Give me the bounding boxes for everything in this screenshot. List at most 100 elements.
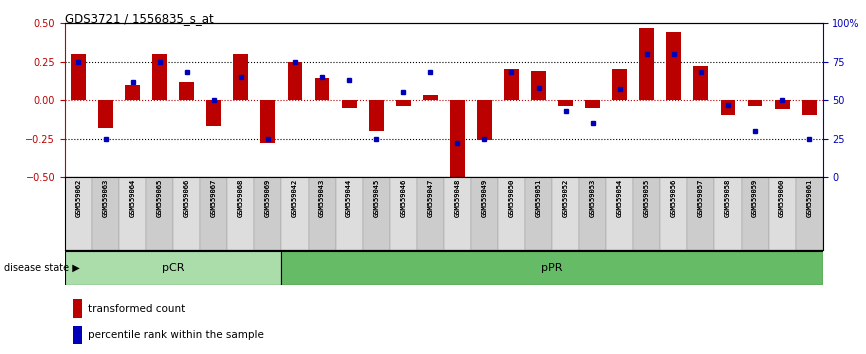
Text: GSM559046: GSM559046: [400, 178, 406, 217]
Text: GSM559053: GSM559053: [590, 178, 596, 217]
Text: GSM559059: GSM559059: [752, 178, 758, 217]
Bar: [504, 69, 519, 100]
Bar: [694, 66, 708, 100]
Bar: [579, 177, 606, 250]
Text: GSM559056: GSM559056: [671, 178, 677, 217]
Bar: [450, 100, 465, 177]
Bar: [417, 177, 443, 250]
Bar: [396, 100, 410, 106]
Text: GSM559065: GSM559065: [157, 178, 163, 217]
Text: GSM559065: GSM559065: [157, 178, 163, 217]
Text: GSM559062: GSM559062: [75, 178, 81, 217]
Bar: [390, 177, 417, 250]
Bar: [667, 32, 682, 100]
Text: GSM559059: GSM559059: [752, 178, 758, 217]
Text: GSM559055: GSM559055: [643, 178, 650, 217]
Bar: [553, 177, 579, 250]
Text: GSM559055: GSM559055: [643, 178, 650, 217]
Text: GSM559058: GSM559058: [725, 178, 731, 217]
Text: GSM559061: GSM559061: [806, 178, 812, 217]
Text: GSM559046: GSM559046: [400, 178, 406, 217]
Bar: [768, 177, 796, 250]
Text: transformed count: transformed count: [87, 304, 185, 314]
Bar: [525, 177, 553, 250]
Text: pPR: pPR: [541, 263, 563, 273]
Bar: [747, 100, 762, 106]
Text: GSM559061: GSM559061: [806, 178, 812, 217]
Text: GSM559067: GSM559067: [210, 178, 216, 217]
Text: disease state ▶: disease state ▶: [4, 263, 80, 273]
Text: GSM559062: GSM559062: [75, 178, 81, 217]
Text: GSM559069: GSM559069: [265, 178, 271, 217]
Text: GSM559054: GSM559054: [617, 178, 623, 217]
Bar: [660, 177, 688, 250]
Text: GSM559044: GSM559044: [346, 178, 352, 217]
Text: GSM559063: GSM559063: [102, 178, 108, 217]
Bar: [288, 62, 302, 100]
Bar: [281, 251, 823, 285]
Text: GSM559042: GSM559042: [292, 178, 298, 217]
Text: GSM559043: GSM559043: [319, 178, 325, 217]
Text: GSM559068: GSM559068: [238, 178, 244, 217]
Text: GSM559050: GSM559050: [508, 178, 514, 217]
Text: GSM559060: GSM559060: [779, 178, 785, 217]
Bar: [714, 177, 741, 250]
Text: GSM559052: GSM559052: [563, 178, 569, 217]
Bar: [126, 85, 140, 100]
Bar: [308, 177, 335, 250]
Bar: [73, 326, 82, 344]
Bar: [633, 177, 660, 250]
Bar: [423, 95, 437, 100]
Bar: [721, 100, 735, 115]
Bar: [234, 54, 249, 100]
Bar: [775, 100, 790, 109]
Text: GSM559045: GSM559045: [373, 178, 379, 217]
Bar: [200, 177, 227, 250]
Text: GSM559058: GSM559058: [725, 178, 731, 217]
Text: percentile rank within the sample: percentile rank within the sample: [87, 330, 263, 340]
Text: GSM559048: GSM559048: [455, 178, 461, 217]
Text: pCR: pCR: [162, 263, 184, 273]
Text: GSM559047: GSM559047: [427, 178, 433, 217]
Bar: [606, 177, 633, 250]
Text: GSM559066: GSM559066: [184, 178, 190, 217]
Bar: [119, 177, 146, 250]
Bar: [255, 177, 281, 250]
Text: GDS3721 / 1556835_s_at: GDS3721 / 1556835_s_at: [65, 12, 214, 25]
Bar: [261, 100, 275, 143]
Bar: [342, 100, 357, 108]
Bar: [73, 299, 82, 318]
Bar: [314, 79, 329, 100]
Bar: [227, 177, 255, 250]
Bar: [585, 100, 600, 108]
Text: GSM559068: GSM559068: [238, 178, 244, 217]
Bar: [206, 100, 221, 126]
Text: GSM559067: GSM559067: [210, 178, 216, 217]
Bar: [71, 54, 86, 100]
Text: GSM559051: GSM559051: [535, 178, 541, 217]
Text: GSM559057: GSM559057: [698, 178, 704, 217]
Text: GSM559069: GSM559069: [265, 178, 271, 217]
Bar: [688, 177, 714, 250]
Text: GSM559045: GSM559045: [373, 178, 379, 217]
Bar: [741, 177, 768, 250]
Text: GSM559054: GSM559054: [617, 178, 623, 217]
Bar: [146, 177, 173, 250]
Text: GSM559049: GSM559049: [481, 178, 488, 217]
Bar: [802, 100, 817, 115]
Bar: [152, 54, 167, 100]
Text: GSM559063: GSM559063: [102, 178, 108, 217]
Text: GSM559064: GSM559064: [130, 178, 136, 217]
Bar: [92, 177, 119, 250]
Bar: [612, 69, 627, 100]
Text: GSM559052: GSM559052: [563, 178, 569, 217]
Bar: [498, 177, 525, 250]
Bar: [471, 177, 498, 250]
Bar: [477, 100, 492, 140]
Bar: [335, 177, 363, 250]
Bar: [281, 177, 308, 250]
Bar: [639, 28, 654, 100]
Text: GSM559050: GSM559050: [508, 178, 514, 217]
Text: GSM559049: GSM559049: [481, 178, 488, 217]
Text: GSM559056: GSM559056: [671, 178, 677, 217]
